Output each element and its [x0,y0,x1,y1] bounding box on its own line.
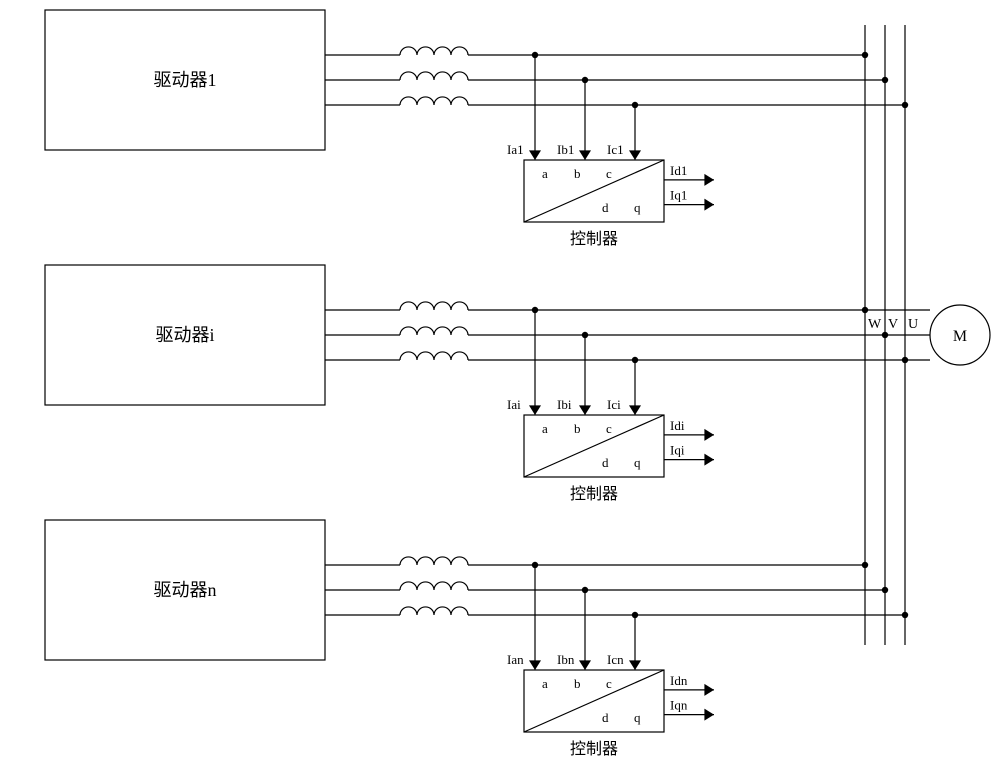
svg-text:V: V [888,317,898,332]
svg-text:Ibi: Ibi [557,397,572,412]
svg-text:Icn: Icn [607,652,624,667]
svg-text:Ic1: Ic1 [607,142,624,157]
svg-text:Iai: Iai [507,397,521,412]
svg-text:c: c [606,421,612,436]
svg-text:b: b [574,166,581,181]
svg-text:驱动器i: 驱动器i [155,325,214,345]
svg-text:Idi: Idi [670,418,685,433]
svg-text:Iq1: Iq1 [670,188,687,203]
svg-text:Idn: Idn [670,673,688,688]
svg-text:Ian: Ian [507,652,524,667]
svg-text:c: c [606,166,612,181]
svg-text:q: q [634,710,641,725]
svg-text:d: d [602,200,609,215]
block-diagram: 驱动器1 驱动器i 驱动器n WVU M Ia1 Ib1 Ic1 a b c d q Id1 Iq1 控制器 I… [0,0,1000,779]
svg-text:M: M [953,328,967,345]
svg-text:a: a [542,421,548,436]
svg-text:q: q [634,200,641,215]
svg-text:Ibn: Ibn [557,652,575,667]
svg-text:驱动器1: 驱动器1 [154,70,217,90]
svg-text:W: W [868,317,882,332]
svg-text:c: c [606,676,612,691]
svg-text:Iqn: Iqn [670,698,688,713]
svg-text:Id1: Id1 [670,163,687,178]
svg-text:驱动器n: 驱动器n [154,580,217,600]
svg-text:b: b [574,676,581,691]
svg-text:a: a [542,166,548,181]
svg-text:d: d [602,455,609,470]
svg-text:b: b [574,421,581,436]
svg-text:控制器: 控制器 [570,230,618,248]
svg-text:控制器: 控制器 [570,485,618,503]
svg-text:Ib1: Ib1 [557,142,574,157]
svg-text:q: q [634,455,641,470]
svg-text:Ici: Ici [607,397,621,412]
svg-text:Iqi: Iqi [670,443,685,458]
svg-text:Ia1: Ia1 [507,142,524,157]
svg-text:a: a [542,676,548,691]
svg-text:控制器: 控制器 [570,740,618,758]
svg-text:U: U [908,317,918,332]
svg-text:d: d [602,710,609,725]
